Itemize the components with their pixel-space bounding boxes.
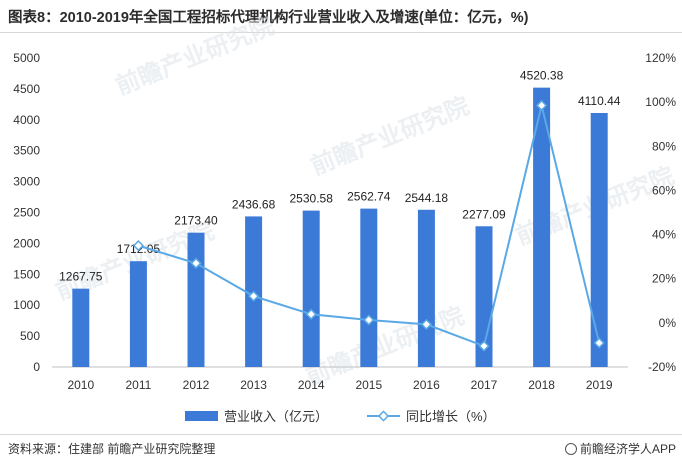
bar: [72, 288, 90, 367]
x-tick-label: 2017: [471, 378, 498, 392]
left-tick-label: 0: [33, 360, 40, 374]
x-tick-label: 2013: [240, 378, 267, 392]
right-tick-label: 40%: [652, 228, 676, 242]
growth-point: [132, 240, 144, 252]
x-tick-label: 2010: [67, 378, 94, 392]
bar-data-label: 2530.58: [290, 192, 334, 206]
brand-name: 前瞻经济学人APP: [579, 442, 676, 456]
growth-point: [536, 99, 548, 112]
right-tick-label: 120%: [645, 51, 676, 65]
bar-data-label: 2544.18: [405, 191, 449, 205]
bar-series: [72, 87, 608, 368]
left-tick-label: 3000: [13, 175, 40, 189]
bar: [187, 232, 205, 367]
x-tick-label: 2015: [355, 378, 382, 392]
right-axis: -20% 0% 20% 40% 60% 80% 100% 120%: [645, 51, 676, 374]
bar-data-label: 2436.68: [232, 197, 276, 211]
legend-bar-swatch: [185, 411, 218, 421]
x-tick-label: 2011: [125, 378, 151, 392]
legend-line-marker: [377, 410, 390, 422]
brand-logo-icon: [564, 442, 577, 455]
left-tick-label: 4000: [13, 113, 40, 127]
footer-divider: [0, 434, 682, 435]
watermark-text: 前瞻产业研究院: [112, 12, 278, 101]
right-tick-label: 80%: [652, 139, 676, 153]
growth-point: [420, 318, 432, 330]
legend: 营业收入（亿元） 同比增长（%）: [185, 409, 496, 424]
bar-data-labels: 1267.751712.052173.402436.682530.582562.…: [59, 69, 621, 284]
right-tick-label: -20%: [648, 360, 676, 374]
bar: [129, 261, 147, 367]
x-tick-label: 2018: [528, 378, 555, 392]
left-tick-label: 4500: [13, 82, 40, 96]
watermark-text: 前瞻产业研究院: [307, 92, 473, 181]
growth-point: [593, 337, 605, 349]
right-tick-label: 60%: [652, 183, 676, 197]
bar-data-label: 4110.44: [578, 94, 621, 108]
left-axis: 0 500 1000 1500 2000 2500 3000 3500 4000 4500 5000: [13, 51, 40, 374]
left-tick-label: 5000: [13, 51, 40, 65]
left-tick-label: 1500: [13, 267, 40, 281]
growth-point: [190, 257, 202, 269]
right-tick-label: 20%: [652, 272, 676, 286]
right-tick-label: 0%: [659, 316, 677, 330]
bar-data-label: 4520.38: [520, 69, 564, 83]
title-divider: [0, 32, 682, 33]
bar: [302, 210, 320, 367]
right-tick-label: 100%: [645, 95, 676, 109]
x-tick-label: 2014: [298, 378, 325, 392]
chart: 前瞻产业研究院前瞻产业研究院前瞻产业研究院前瞻产业研究院前瞻产业研究院 0500…: [13, 12, 678, 424]
bar: [360, 208, 378, 367]
bar-data-label: 2562.74: [347, 190, 391, 204]
left-tick-label: 2500: [13, 206, 40, 220]
chart-title: 图表8：2010-2019年全国工程招标代理机构行业营业收入及增速(单位：亿元，…: [8, 10, 529, 26]
left-tick-label: 3500: [13, 144, 40, 158]
legend-bar-label: 营业收入（亿元）: [224, 409, 328, 424]
growth-point: [478, 340, 490, 352]
x-tick-label: 2019: [586, 378, 613, 392]
legend-line-label: 同比增长（%）: [406, 409, 496, 424]
x-tick-label: 2012: [183, 378, 210, 392]
brand-mark: 前瞻经济学人APP: [564, 440, 676, 457]
left-tick-label: 500: [20, 329, 40, 343]
growth-point: [363, 314, 375, 326]
growth-point: [305, 308, 317, 320]
bar: [590, 112, 608, 367]
bar-data-label: 1267.75: [59, 270, 103, 284]
left-tick-label: 1000: [13, 298, 40, 312]
source-note: 资料来源：住建部 前瞻产业研究院整理: [8, 442, 216, 456]
x-axis: 2010 2011 2012 2013 2014 2015 2016 2017 2018 2019: [67, 378, 612, 392]
left-tick-label: 2000: [13, 236, 40, 250]
bar: [417, 209, 435, 367]
line-series: [132, 99, 605, 352]
growth-point: [248, 290, 260, 302]
bar-data-label: 2173.40: [174, 214, 218, 228]
bar: [533, 87, 551, 368]
x-tick-label: 2016: [413, 378, 440, 392]
bar-data-label: 2277.09: [462, 207, 506, 221]
